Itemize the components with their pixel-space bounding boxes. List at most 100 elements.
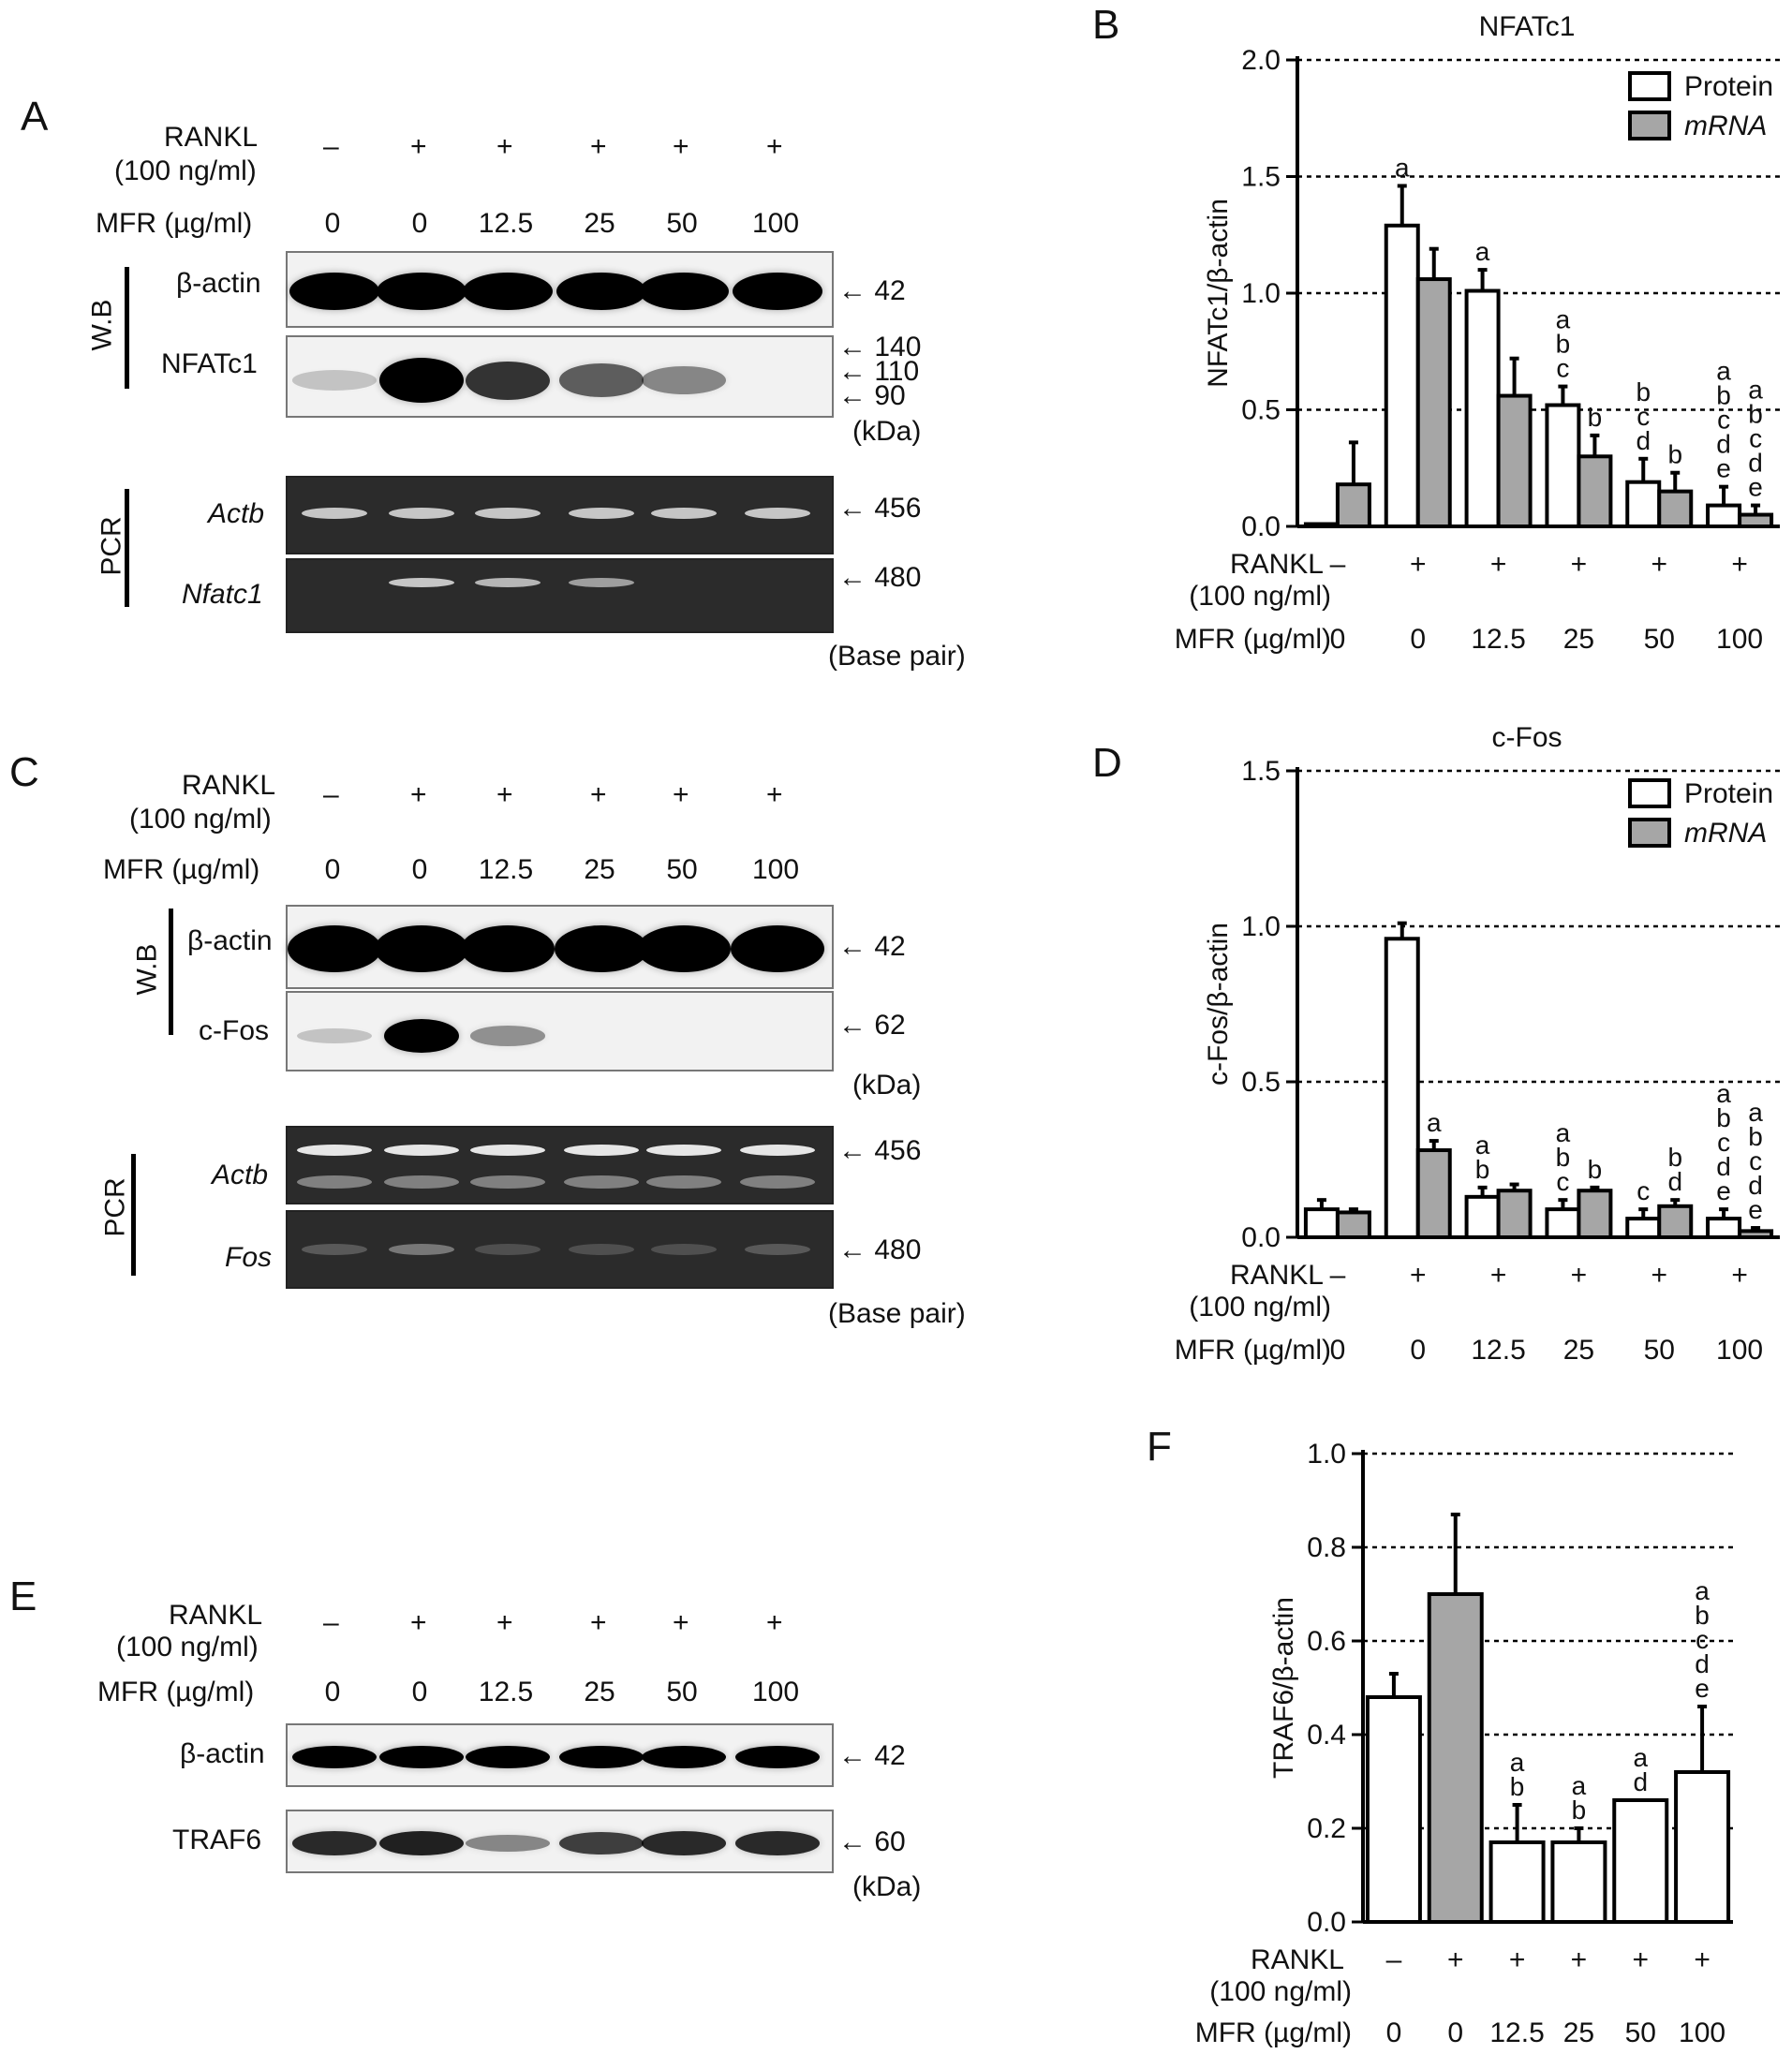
category-label-5: 50	[1644, 1335, 1675, 1366]
rankl-label: RANKL	[1230, 549, 1324, 580]
panel-c-letter: C	[9, 749, 39, 795]
chart-title: NFATc1	[1479, 11, 1576, 42]
band-lane-6	[735, 1831, 820, 1855]
ytick-label-3: 1.5	[1241, 756, 1281, 787]
band-lane-2	[389, 1244, 454, 1255]
band-lane-1	[288, 925, 381, 972]
lane-rankl-2: +	[410, 779, 427, 810]
lane-mfr-1: 0	[324, 208, 341, 239]
lane-mfr-5: 50	[666, 854, 698, 885]
band-lane-1	[297, 1145, 372, 1156]
band-lane-6	[733, 273, 822, 310]
panel-a-mw-actin: ← 42	[838, 275, 906, 306]
band-lane-5	[651, 1244, 717, 1255]
category-label-3: 12.5	[1471, 624, 1525, 655]
ytick-label-2: 0.4	[1307, 1720, 1346, 1751]
rankl-val-4: +	[1571, 1260, 1588, 1291]
rankl-val-1: –	[1330, 1260, 1346, 1291]
panel-a-mw-90-value: 90	[874, 380, 906, 411]
band-lane-3	[470, 1026, 545, 1046]
panel-a-mw-actin-value: 42	[874, 275, 906, 306]
bar-protein-6-sig-3: d	[1716, 1152, 1731, 1181]
bar-mrna-2-sig-0: a	[1427, 1108, 1442, 1137]
panel-a-mw-140-value: 140	[874, 332, 922, 362]
lane-rankl-6: +	[766, 779, 783, 810]
band-lane-3	[475, 578, 541, 587]
panel-c-bp-actb-value: 456	[874, 1135, 922, 1166]
bar-protein-3	[1464, 1194, 1501, 1239]
lane-mfr-3: 12.5	[478, 854, 534, 885]
panel-e-rankl-sub: (100 ng/ml)	[116, 1632, 259, 1662]
gel-c-cfos	[286, 991, 834, 1071]
bar-mrna-6-sig-1: b	[1748, 400, 1763, 429]
lane-rankl-3: +	[496, 131, 513, 162]
rankl-val-3: +	[1490, 549, 1507, 580]
band-lane-6	[740, 1145, 815, 1156]
gel-a-actin	[286, 251, 834, 328]
y-axis-label: c-Fos/β-actin	[1203, 923, 1234, 1086]
lane-rankl-5: +	[673, 779, 689, 810]
lane-mfr-4: 25	[584, 854, 615, 885]
lane-rankl-4: +	[590, 1607, 607, 1638]
bar-protein-6-sig-2: c	[1717, 1128, 1730, 1157]
lane-mfr-1: 0	[324, 1677, 341, 1707]
bar-mrna-4	[1577, 454, 1613, 528]
rankl-sub: (100 ng/ml)	[1189, 581, 1331, 612]
mfr-label: MFR (µg/ml)	[1175, 1335, 1331, 1366]
lane-rankl-2: +	[410, 131, 427, 162]
panel-c-mfr-label: MFR (µg/ml)	[103, 854, 260, 885]
mfr-label: MFR (µg/ml)	[1175, 624, 1331, 655]
legend-label-0: Protein	[1684, 778, 1773, 809]
lane-rankl-1: –	[323, 131, 339, 162]
bar-mrna-2	[1415, 1148, 1452, 1240]
category-label-4: 25	[1563, 624, 1594, 655]
mfr-label: MFR (µg/ml)	[1195, 2017, 1352, 2048]
panel-a-actin-label: β-actin	[176, 268, 261, 299]
ytick-label-1: 0.5	[1241, 395, 1281, 426]
panel-c-wb-label: W.B	[131, 943, 163, 996]
gel-c-actin	[286, 905, 834, 989]
panel-f-letter: F	[1147, 1424, 1172, 1470]
band-lane-3	[461, 925, 555, 972]
bar-protein-1	[1303, 1207, 1340, 1239]
band-lane-2	[384, 1145, 459, 1156]
bar-protein-6-sig-2: c	[1717, 406, 1730, 435]
pcr-bracket-c	[131, 1154, 136, 1276]
rankl-val-4: +	[1571, 549, 1588, 580]
rankl-val-5: +	[1651, 1260, 1667, 1291]
lane-mfr-2: 0	[411, 208, 428, 239]
band-lane-3	[466, 361, 550, 400]
category-label-1: 0	[1330, 624, 1346, 655]
panel-e-mw-target: ← 60	[838, 1826, 906, 1857]
rankl-val-5: +	[1632, 1944, 1649, 1975]
panel-b-letter: B	[1092, 2, 1120, 48]
rankl-val-6: +	[1694, 1944, 1711, 1975]
lane-rankl-5: +	[673, 131, 689, 162]
bar-protein-5-sig-0: c	[1636, 1176, 1650, 1205]
band-lane-3	[470, 1145, 545, 1156]
rankl-val-4: +	[1571, 1944, 1588, 1975]
y-axis-label: NFATc1/β-actin	[1203, 199, 1234, 388]
panel-c-mw-actin: ← 42	[838, 931, 906, 962]
category-label-4: 25	[1563, 1335, 1594, 1366]
panel-e-letter: E	[9, 1574, 37, 1619]
panel-e-mw-actin-value: 42	[874, 1740, 906, 1771]
band-lane-5	[637, 925, 731, 972]
panel-a-target-label: NFATc1	[161, 348, 258, 379]
bar-6	[1674, 1770, 1731, 1924]
band-lane-1	[292, 370, 377, 391]
band-lane-2	[384, 1175, 459, 1189]
lane-rankl-2: +	[410, 1607, 427, 1638]
rankl-val-3: +	[1490, 1260, 1507, 1291]
bar-protein-5	[1625, 480, 1662, 529]
panel-c-rankl-label: RANKL	[182, 770, 276, 801]
panel-a-mfr-label: MFR (µg/ml)	[96, 208, 253, 239]
panel-e-target-label: TRAF6	[172, 1825, 262, 1855]
bar-protein-6-sig-1: b	[1716, 381, 1731, 410]
bar-mrna-6	[1738, 1229, 1774, 1239]
rankl-val-5: +	[1651, 549, 1667, 580]
category-label-1: 0	[1330, 1335, 1346, 1366]
panel-a-rankl-label: RANKL	[164, 122, 259, 153]
category-label-3: 12.5	[1489, 2017, 1544, 2048]
bar-protein-4-sig-2: c	[1556, 1167, 1569, 1196]
